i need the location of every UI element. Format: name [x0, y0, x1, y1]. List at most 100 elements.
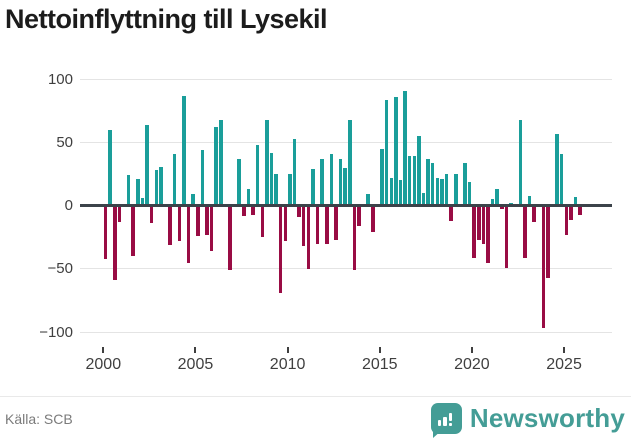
bar [182, 95, 186, 206]
bar [209, 207, 214, 252]
x-tick [194, 347, 197, 353]
bar [348, 119, 352, 206]
bar [481, 207, 486, 244]
bar [191, 194, 195, 206]
bar [430, 162, 435, 206]
bar [527, 195, 532, 206]
y-tick-label: 0 [64, 197, 73, 215]
bar [117, 207, 122, 223]
bar [228, 207, 232, 271]
bar [569, 207, 573, 220]
zero-axis-line [80, 204, 612, 208]
bar [518, 119, 523, 206]
bar [504, 207, 509, 268]
plot-area [80, 65, 612, 345]
x-tick [378, 347, 381, 353]
bar [366, 194, 370, 206]
bar [136, 179, 140, 206]
bar [145, 124, 149, 206]
bar [398, 180, 403, 206]
bar [274, 174, 278, 206]
x-tick-label: 2020 [454, 356, 490, 373]
bar [463, 162, 467, 206]
bar [325, 207, 329, 244]
bar [113, 207, 117, 281]
bar [196, 207, 200, 237]
bar [315, 207, 320, 244]
x-tick [286, 347, 289, 353]
bar [205, 207, 209, 235]
bar [417, 136, 421, 206]
brand-name: Newsworthy [469, 402, 625, 433]
x-tick-label: 2010 [269, 356, 306, 373]
bar [444, 174, 449, 206]
bar [131, 207, 135, 257]
brand-logo: Newsworthy [430, 400, 625, 438]
bar [412, 156, 417, 206]
bar [219, 119, 223, 206]
bar [384, 99, 389, 206]
x-tick-label: 2000 [85, 356, 122, 373]
bar [407, 156, 412, 206]
bar [426, 158, 430, 206]
bar [371, 207, 375, 233]
bar [490, 199, 495, 206]
bar [251, 207, 255, 215]
y-tick-label: 50 [56, 134, 73, 151]
bar [154, 170, 159, 206]
x-tick-label: 2005 [177, 356, 214, 373]
bar [559, 153, 564, 206]
bar [269, 152, 274, 206]
bar [380, 148, 384, 206]
y-tick-label: −100 [39, 323, 73, 341]
y-tick-label: 100 [47, 70, 73, 88]
bar [343, 167, 347, 206]
bar [546, 207, 550, 278]
bar [301, 207, 306, 247]
x-tick [470, 347, 473, 353]
bar [449, 207, 453, 221]
bar [578, 207, 582, 215]
chart-title: Nettoinflyttning till Lysekil [5, 4, 328, 34]
x-tick [102, 347, 105, 353]
bar [255, 145, 260, 206]
bar [177, 207, 182, 242]
bar [265, 119, 269, 206]
bar [403, 90, 407, 206]
footer: Källa: SCB Newsworthy [0, 396, 631, 439]
gridline [80, 142, 612, 143]
bar [555, 133, 559, 206]
bar [297, 207, 301, 218]
bar [311, 169, 315, 206]
bar [477, 207, 481, 240]
bar [472, 207, 476, 258]
bar [454, 174, 458, 206]
bar [486, 207, 490, 263]
x-tick-label: 2025 [546, 356, 582, 373]
gridline [80, 268, 612, 270]
bar [357, 207, 361, 226]
bar [186, 207, 191, 263]
bar [200, 150, 205, 206]
bar [352, 207, 357, 271]
bar [440, 179, 444, 206]
bar [140, 198, 145, 206]
bar [260, 207, 265, 238]
bar [149, 207, 154, 224]
bar [523, 207, 527, 258]
bar [329, 153, 334, 206]
bar [573, 196, 578, 206]
bar [237, 158, 241, 206]
bar [288, 174, 292, 206]
bar [421, 193, 426, 206]
bar [435, 177, 440, 206]
bar [338, 158, 343, 206]
x-tick [563, 347, 566, 353]
bar [500, 207, 504, 210]
bar [394, 96, 398, 206]
bar [532, 207, 536, 223]
bar [172, 153, 177, 206]
bar [306, 207, 311, 269]
bar [214, 127, 218, 206]
